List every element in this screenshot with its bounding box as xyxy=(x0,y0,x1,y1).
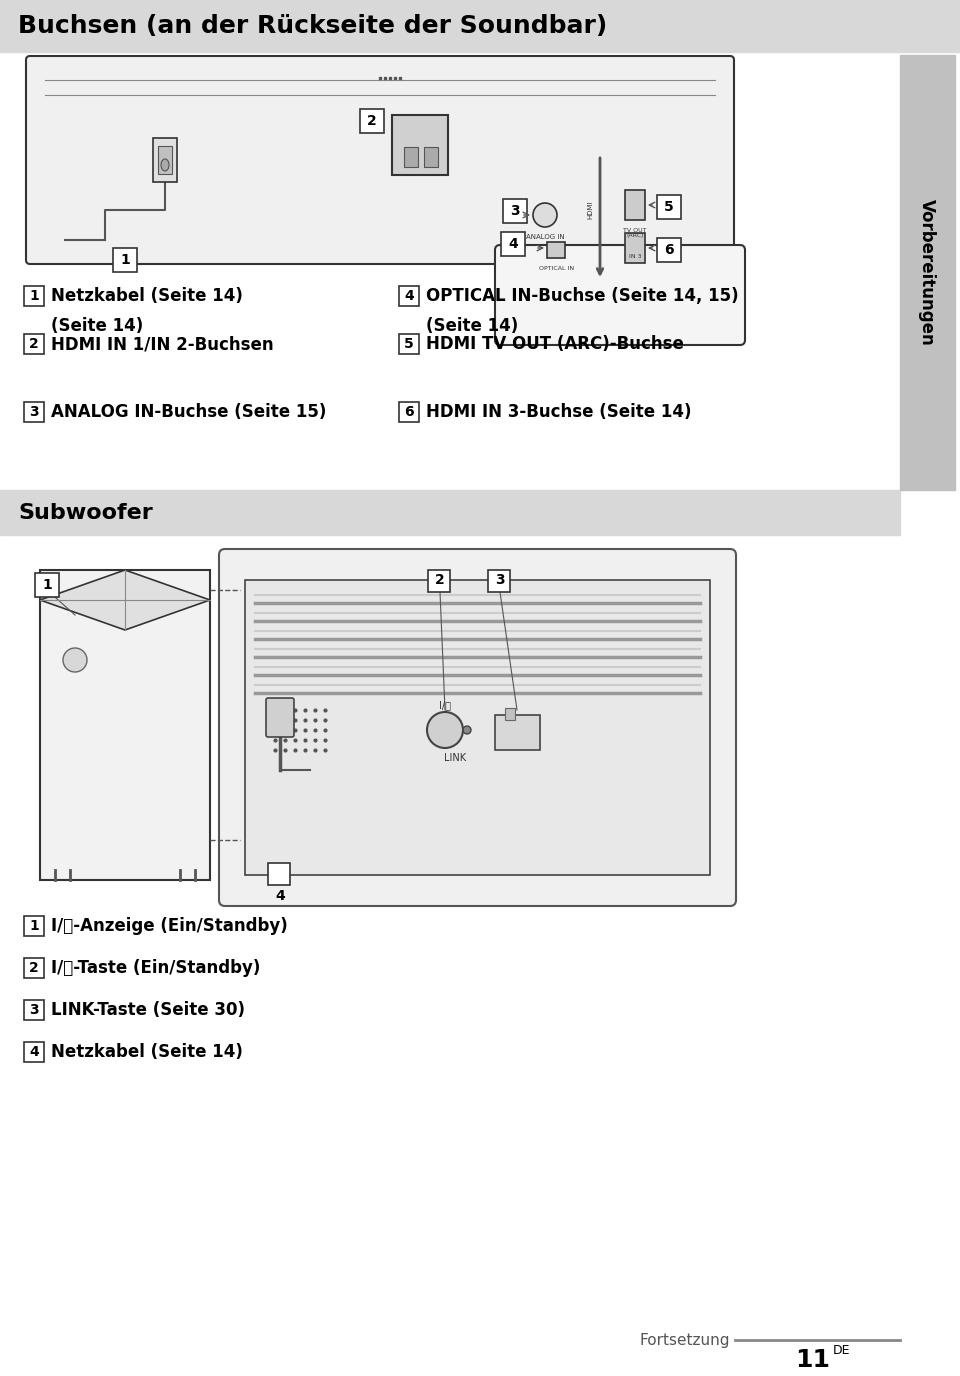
FancyBboxPatch shape xyxy=(266,698,294,738)
FancyBboxPatch shape xyxy=(24,1042,44,1062)
FancyBboxPatch shape xyxy=(503,200,527,223)
Bar xyxy=(505,709,515,720)
Text: TV OUT
(ARC): TV OUT (ARC) xyxy=(623,227,647,238)
Bar xyxy=(158,146,172,173)
Text: Subwoofer: Subwoofer xyxy=(18,502,153,523)
Text: 2: 2 xyxy=(435,572,444,588)
Text: 5: 5 xyxy=(664,200,674,215)
Text: 4: 4 xyxy=(29,1044,38,1060)
Text: Netzkabel (Seite 14): Netzkabel (Seite 14) xyxy=(51,288,243,305)
FancyBboxPatch shape xyxy=(657,195,681,219)
Bar xyxy=(245,581,710,875)
Text: 1: 1 xyxy=(29,289,38,303)
Circle shape xyxy=(533,204,557,227)
Text: Vorbereitungen: Vorbereitungen xyxy=(918,200,936,345)
Text: LINK: LINK xyxy=(444,753,466,764)
Text: Netzkabel (Seite 14): Netzkabel (Seite 14) xyxy=(51,1043,243,1061)
Text: HDMI: HDMI xyxy=(587,201,593,219)
Ellipse shape xyxy=(161,160,169,171)
Text: ANALOG IN: ANALOG IN xyxy=(526,234,564,239)
Text: 1: 1 xyxy=(42,578,52,592)
Text: LINK-Taste (Seite 30): LINK-Taste (Seite 30) xyxy=(51,1000,245,1020)
FancyBboxPatch shape xyxy=(24,916,44,936)
Text: 3: 3 xyxy=(510,204,519,217)
Text: 3: 3 xyxy=(495,572,505,588)
Text: 4: 4 xyxy=(276,889,285,903)
FancyBboxPatch shape xyxy=(35,572,59,597)
Bar xyxy=(0,0,960,52)
Text: 11: 11 xyxy=(795,1348,830,1372)
FancyBboxPatch shape xyxy=(24,286,44,305)
Text: ANALOG IN-Buchse (Seite 15): ANALOG IN-Buchse (Seite 15) xyxy=(51,403,326,421)
Text: 3: 3 xyxy=(29,405,38,420)
Text: (Seite 14): (Seite 14) xyxy=(426,316,518,334)
FancyBboxPatch shape xyxy=(24,402,44,422)
FancyBboxPatch shape xyxy=(488,570,510,592)
FancyBboxPatch shape xyxy=(113,248,137,272)
Text: 4: 4 xyxy=(508,237,517,250)
Bar xyxy=(900,55,955,490)
Text: 1: 1 xyxy=(29,919,38,933)
Text: I/⏻-Taste (Ein/Standby): I/⏻-Taste (Ein/Standby) xyxy=(51,959,260,977)
FancyBboxPatch shape xyxy=(360,109,384,133)
Bar xyxy=(424,147,438,166)
Text: Buchsen (an der Rückseite der Soundbar): Buchsen (an der Rückseite der Soundbar) xyxy=(18,14,608,39)
FancyBboxPatch shape xyxy=(24,334,44,354)
Text: 2: 2 xyxy=(29,337,38,351)
Text: 4: 4 xyxy=(404,289,414,303)
Bar xyxy=(0,490,900,535)
FancyBboxPatch shape xyxy=(268,863,290,885)
Text: HDMI IN 3-Buchse (Seite 14): HDMI IN 3-Buchse (Seite 14) xyxy=(426,403,691,421)
Bar xyxy=(547,242,565,259)
FancyBboxPatch shape xyxy=(26,56,734,264)
FancyBboxPatch shape xyxy=(495,245,745,345)
Text: 5: 5 xyxy=(404,337,414,351)
FancyBboxPatch shape xyxy=(501,233,525,256)
FancyBboxPatch shape xyxy=(24,1000,44,1020)
Text: 6: 6 xyxy=(404,405,414,420)
Text: HDMI TV OUT (ARC)-Buchse: HDMI TV OUT (ARC)-Buchse xyxy=(426,334,684,354)
FancyBboxPatch shape xyxy=(24,958,44,978)
Text: Fortsetzung: Fortsetzung xyxy=(639,1332,730,1347)
Text: DE: DE xyxy=(833,1344,851,1357)
Circle shape xyxy=(427,711,463,749)
Text: 6: 6 xyxy=(664,244,674,257)
Text: IN 3: IN 3 xyxy=(629,253,641,259)
Text: OPTICAL IN-Buchse (Seite 14, 15): OPTICAL IN-Buchse (Seite 14, 15) xyxy=(426,288,738,305)
Bar xyxy=(40,570,210,881)
FancyBboxPatch shape xyxy=(219,549,736,905)
FancyBboxPatch shape xyxy=(399,334,419,354)
Bar xyxy=(392,116,448,175)
Text: OPTICAL IN: OPTICAL IN xyxy=(540,266,575,271)
Text: 3: 3 xyxy=(29,1003,38,1017)
Bar xyxy=(495,716,540,750)
Bar xyxy=(625,233,645,263)
Text: I/⏻-Anzeige (Ein/Standby): I/⏻-Anzeige (Ein/Standby) xyxy=(51,916,288,936)
Text: 1: 1 xyxy=(120,253,130,267)
Text: 2: 2 xyxy=(367,114,377,128)
FancyBboxPatch shape xyxy=(399,286,419,305)
Text: HDMI IN 1/IN 2-Buchsen: HDMI IN 1/IN 2-Buchsen xyxy=(51,334,274,354)
Text: I/⏻: I/⏻ xyxy=(439,700,451,710)
FancyBboxPatch shape xyxy=(657,238,681,261)
Text: (Seite 14): (Seite 14) xyxy=(51,316,143,334)
Polygon shape xyxy=(40,570,210,630)
Circle shape xyxy=(463,727,471,733)
FancyBboxPatch shape xyxy=(428,570,450,592)
FancyBboxPatch shape xyxy=(399,402,419,422)
Bar xyxy=(625,190,645,220)
Bar xyxy=(153,138,177,182)
Text: 2: 2 xyxy=(29,960,38,976)
Circle shape xyxy=(63,648,87,671)
Bar xyxy=(404,147,418,166)
